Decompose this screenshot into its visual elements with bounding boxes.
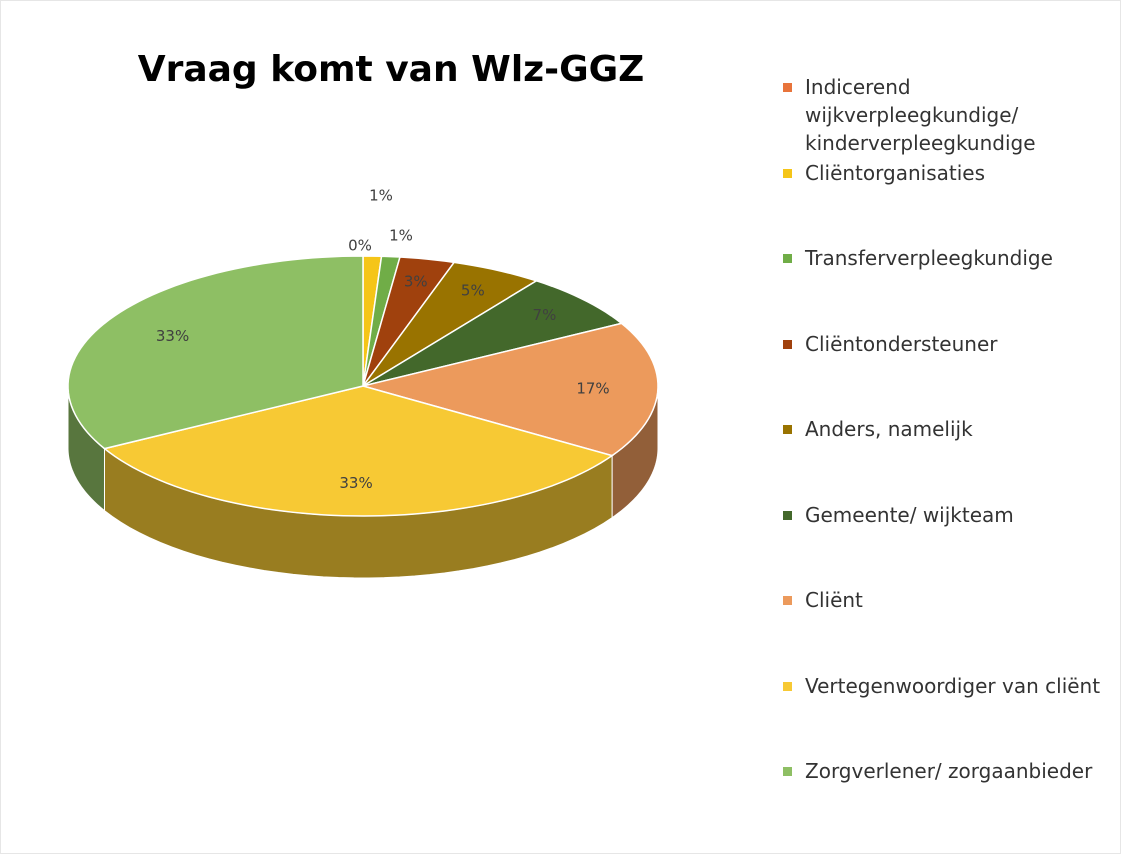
slice (67, 255, 364, 450)
legend-label: Cliënt (805, 588, 863, 612)
slice (362, 280, 624, 387)
legend-swatch (783, 425, 792, 434)
legend-label: Cliëntondersteuner (805, 331, 998, 356)
legend-item: Transferverpleegkundige (783, 244, 1105, 272)
legend-item: Cliëntondersteuner (783, 330, 1105, 358)
legend-swatch (783, 254, 792, 263)
legend-swatch (783, 767, 792, 776)
slice (362, 256, 456, 387)
legend-item: Indicerend wijkverpleegkundige/ kinderve… (783, 73, 1105, 157)
legend-swatch (783, 510, 792, 520)
legend-swatch (783, 83, 792, 92)
legend-swatch (783, 681, 792, 691)
legend-item: Vertegenwoordiger van cliënt (783, 672, 1105, 700)
legend-label: Indicerend wijkverpleegkundige/ kinderve… (805, 75, 1036, 155)
data-label: 1% (369, 187, 393, 205)
data-label: 1% (389, 227, 413, 245)
legend-swatch (783, 168, 792, 178)
legend-label: Anders, namelijk (805, 417, 973, 441)
data-label: 3% (404, 272, 428, 290)
legend-swatch (783, 339, 792, 349)
data-label: 5% (461, 282, 485, 300)
legend-item: Cliëntorganisaties (783, 159, 1105, 187)
legend-label: Vertegenwoordiger van cliënt (805, 673, 1101, 698)
legend-item: Zorgverlener/ zorgaanbieder (783, 757, 1105, 785)
chart-title: Vraag komt van Wlz-GGZ (137, 49, 645, 90)
legend-label: Cliëntorganisaties (805, 160, 985, 185)
slice (362, 261, 539, 387)
legend-label: Transferverpleegkundige (805, 246, 1053, 270)
legend-label: Zorgverlener/ zorgaanbieder (805, 759, 1093, 783)
legend-label: Gemeente/ wijkteam (805, 502, 1014, 527)
legend-item: Cliënt (783, 586, 1105, 614)
legend-item: Gemeente/ wijkteam (783, 501, 1105, 529)
data-label: 0% (348, 237, 372, 255)
legend-swatch (783, 596, 792, 605)
data-label: 17% (576, 380, 609, 398)
data-label: 33% (156, 327, 189, 345)
pie-area: 0% 1% 1% 3% 5% 7% 17% 33% 33% (67, 187, 659, 579)
data-label: 7% (533, 306, 557, 324)
legend-item: Anders, namelijk (783, 415, 1105, 443)
slice (360, 322, 659, 457)
data-label: 33% (339, 474, 372, 492)
